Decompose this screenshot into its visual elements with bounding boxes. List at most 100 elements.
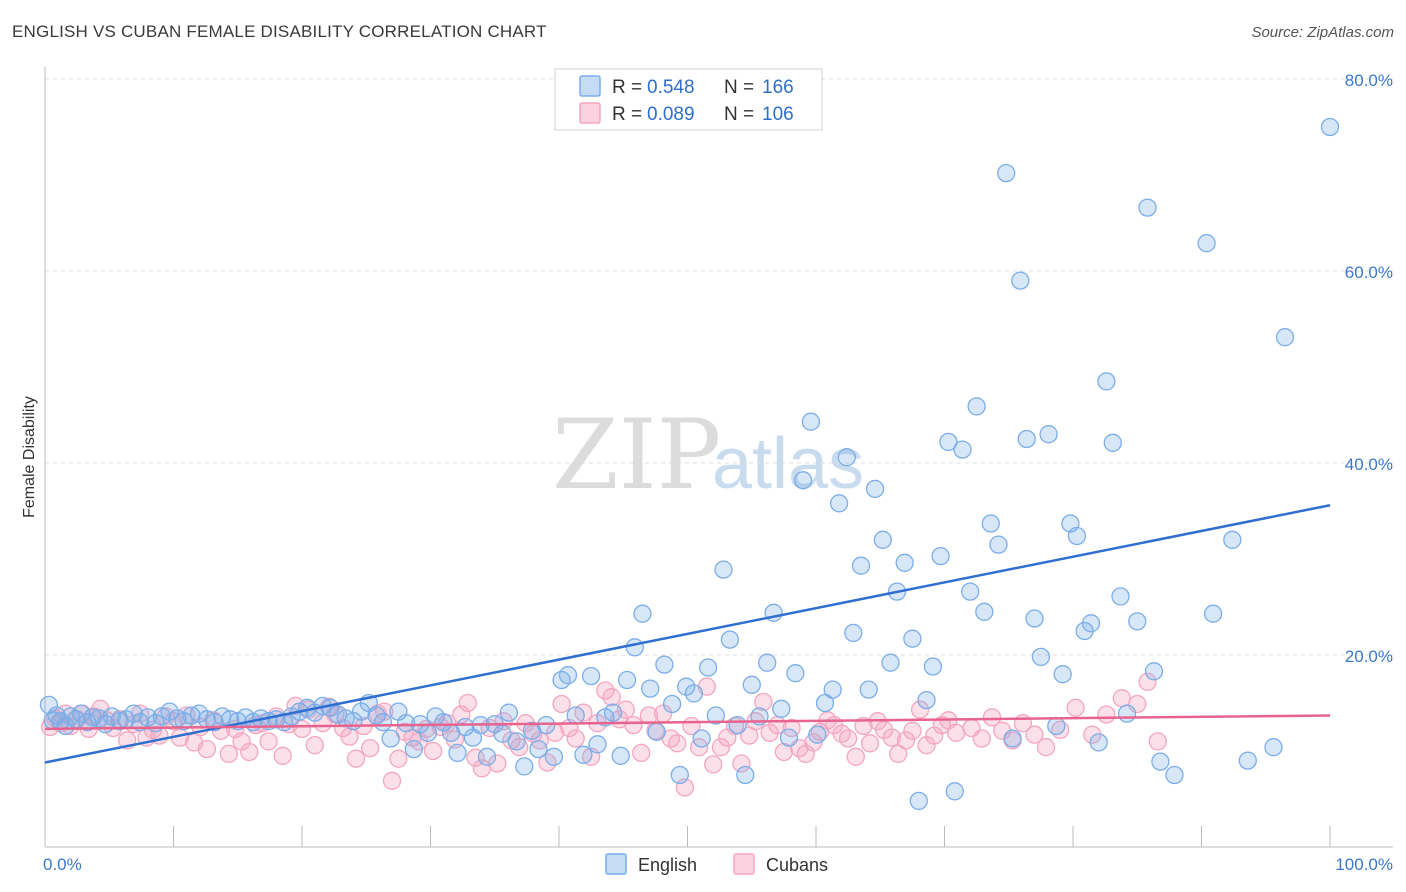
point-english-117	[881, 653, 900, 672]
point-english-127	[953, 440, 972, 459]
point-cubans-138	[1025, 725, 1044, 744]
point-cubans-139	[1036, 738, 1056, 757]
point-cubans-121	[874, 720, 894, 740]
legend-n-value-english: 166	[762, 77, 794, 98]
point-english-152	[1138, 198, 1157, 217]
point-cubans-39	[292, 719, 312, 739]
point-cubans-119	[860, 734, 880, 753]
point-english-148	[1103, 433, 1122, 452]
point-english-155	[1165, 765, 1184, 785]
x-tick-labels: 0.0% 100.0%	[43, 855, 1393, 874]
point-cubans-92	[668, 734, 687, 753]
point-cubans-47	[346, 749, 366, 768]
point-english-102	[772, 699, 791, 718]
point-english-160	[1264, 738, 1283, 757]
point-cubans-117	[846, 747, 865, 766]
point-english-5	[61, 707, 80, 726]
point-cubans-49	[360, 738, 380, 758]
point-english-96	[728, 715, 747, 735]
point-english-104	[786, 664, 805, 683]
point-cubans-118	[854, 716, 873, 736]
point-cubans-131	[946, 723, 966, 742]
point-english-159	[1238, 751, 1257, 770]
point-english-98	[742, 675, 761, 694]
point-english-79	[603, 703, 623, 722]
point-english-52	[404, 739, 423, 759]
point-cubans-82	[596, 681, 615, 700]
bottom-legend-label-english: English	[638, 855, 697, 875]
point-english-48	[373, 713, 393, 732]
point-english-121	[909, 791, 928, 811]
point-english-82	[625, 638, 644, 657]
point-cubans-116	[838, 729, 858, 748]
point-english-137	[1025, 609, 1044, 628]
point-english-87	[662, 694, 682, 714]
bottom-legend-swatch-english	[605, 853, 627, 875]
point-cubans-127	[917, 736, 936, 755]
legend-n-label-cubans: N =	[724, 104, 754, 125]
point-english-123	[923, 657, 943, 676]
point-english-125	[939, 432, 958, 452]
point-english-126	[945, 782, 964, 801]
point-cubans-98	[711, 738, 731, 757]
point-english-106	[801, 412, 821, 431]
point-english-69	[529, 739, 548, 759]
point-english-70	[537, 715, 556, 735]
legend-r-label-english: R =	[612, 77, 642, 98]
point-english-74	[566, 706, 585, 725]
point-english-92	[698, 658, 718, 677]
point-cubans-143	[1097, 705, 1116, 724]
point-cubans-126	[910, 700, 930, 719]
source-label: Source: ZipAtlas.com	[1251, 24, 1394, 41]
point-english-91	[692, 729, 711, 748]
legend-r-value-cubans: 0.089	[647, 104, 695, 125]
point-cubans-147	[1148, 732, 1167, 751]
point-english-141	[1053, 665, 1072, 684]
point-english-133	[997, 163, 1016, 183]
point-english-51	[396, 714, 416, 733]
point-cubans-36	[273, 746, 292, 765]
point-english-119	[895, 553, 914, 572]
point-cubans-134	[982, 708, 1002, 727]
point-cubans-78	[566, 729, 585, 748]
point-english-129	[967, 397, 986, 416]
point-english-77	[588, 735, 607, 754]
point-cubans-41	[305, 736, 324, 755]
point-cubans-97	[704, 755, 723, 774]
point-english-110	[829, 494, 849, 513]
point-cubans-133	[972, 729, 991, 748]
point-english-134	[1003, 729, 1022, 748]
point-english-162	[1320, 117, 1340, 137]
point-english-94	[714, 560, 733, 579]
legend-n-value-cubans: 106	[762, 104, 794, 125]
legend-n-label-english: N =	[724, 77, 754, 98]
point-english-109	[823, 680, 842, 699]
point-cubans-25	[197, 739, 217, 759]
point-cubans-123	[889, 744, 908, 764]
point-english-150	[1117, 704, 1137, 723]
point-cubans-83	[602, 688, 621, 707]
point-english-90	[684, 684, 704, 703]
point-cubans-101	[732, 754, 751, 773]
point-cubans-144	[1112, 689, 1131, 708]
point-english-145	[1081, 614, 1101, 633]
point-english-95	[720, 630, 740, 649]
point-english-62	[477, 747, 497, 766]
point-english-151	[1128, 612, 1147, 631]
point-english-103	[779, 728, 799, 747]
point-cubans-53	[389, 749, 408, 768]
point-english-54	[418, 723, 438, 742]
point-english-76	[581, 666, 601, 686]
point-english-135	[1011, 271, 1030, 290]
point-cubans-52	[382, 771, 402, 790]
legend-r-label-cubans: R =	[612, 104, 642, 125]
point-english-146	[1089, 733, 1108, 752]
point-cubans-125	[903, 721, 922, 740]
bottom-legend-label-cubans: Cubans	[766, 855, 828, 875]
point-english-47	[367, 706, 386, 725]
point-english-147	[1097, 372, 1116, 391]
point-english-65	[499, 703, 519, 722]
point-english-86	[655, 655, 674, 674]
watermark: ZIP atlas	[552, 399, 864, 511]
legend-swatch-cubans	[579, 102, 601, 124]
